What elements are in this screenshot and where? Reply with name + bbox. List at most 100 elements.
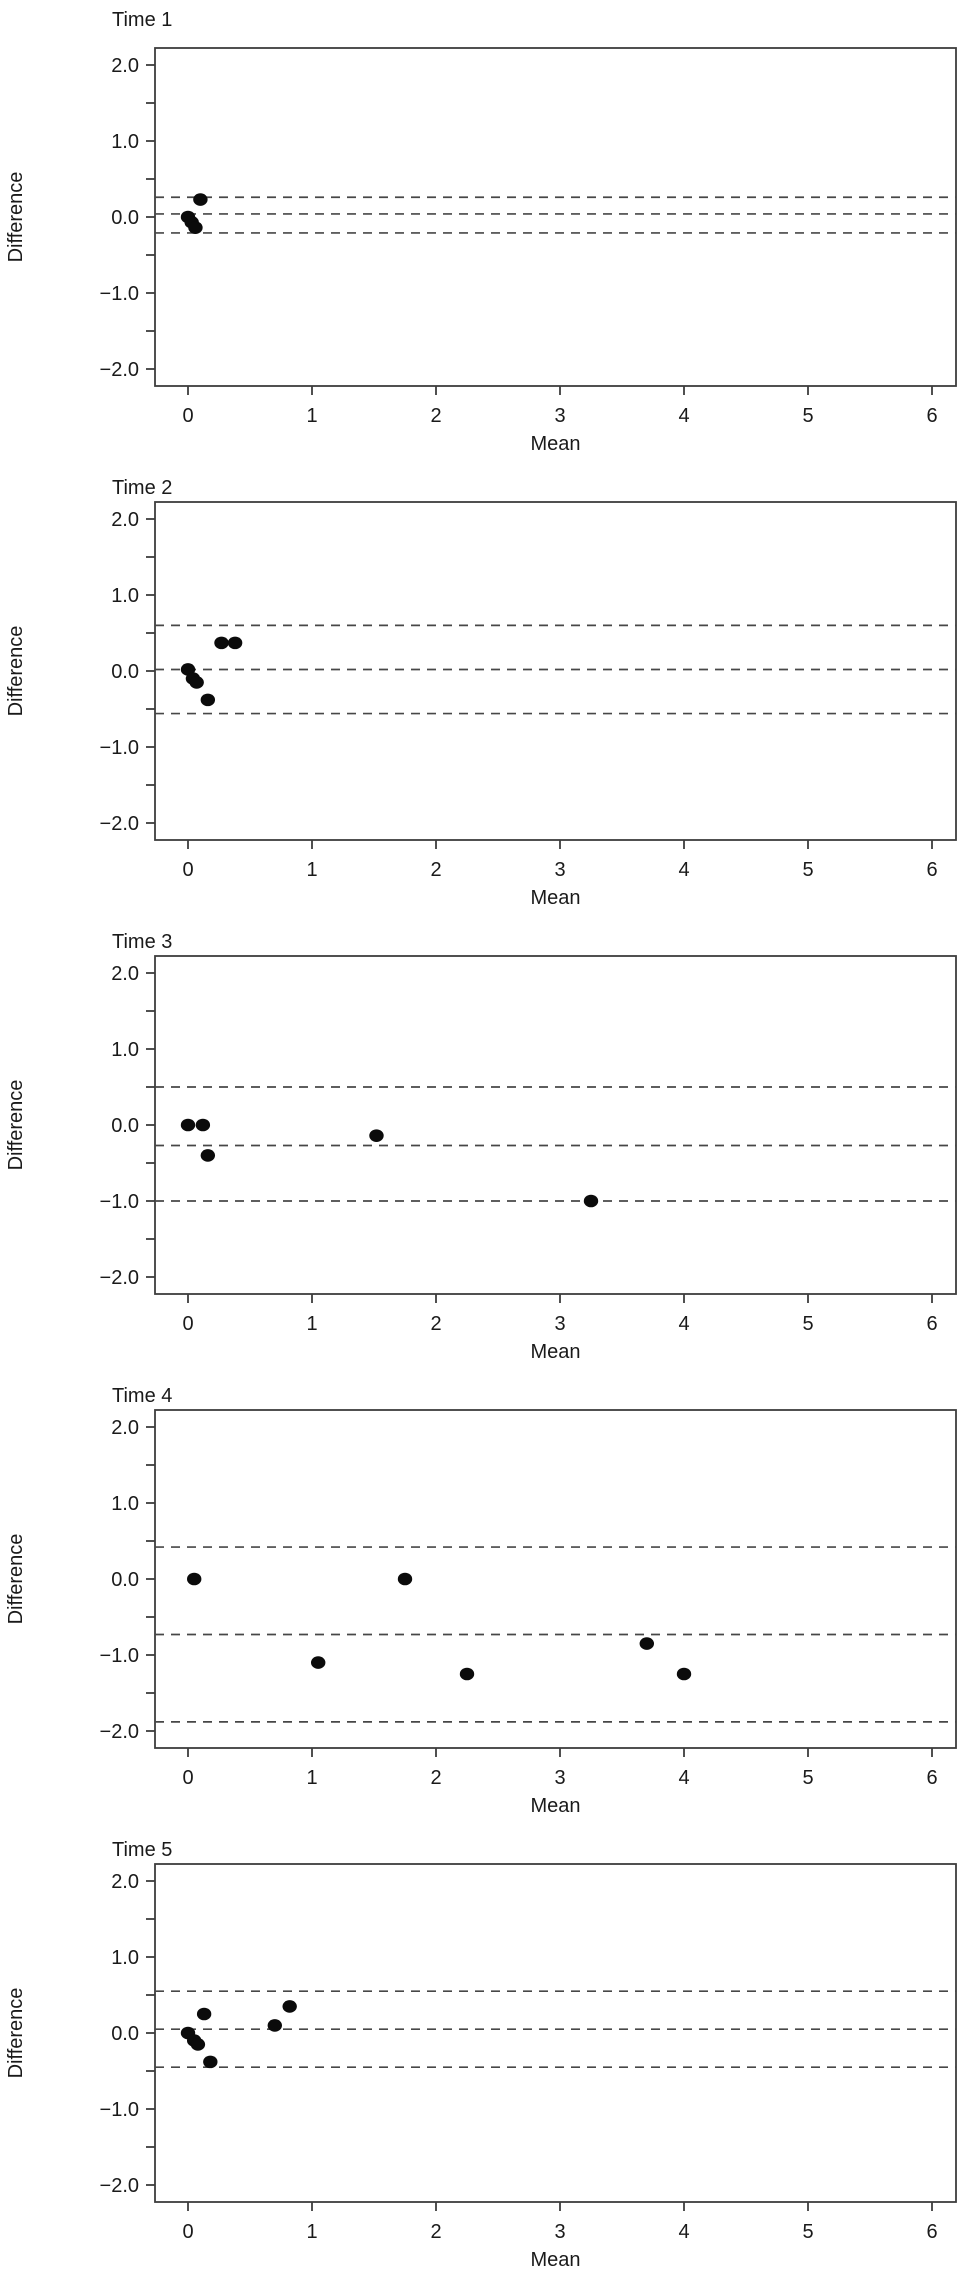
y-tick-label: 2.0 [111, 55, 139, 77]
x-tick-label: 5 [802, 405, 813, 427]
x-tick-label: 4 [678, 1767, 689, 1789]
panel-time-5: Time 5 0 1 2 3 4 5 6 2.0 1.0 0.0 −1.0 −2.0 Mean Diffe… [0, 1816, 967, 2270]
plot-box [154, 1409, 957, 1749]
x-tick-label: 2 [430, 405, 441, 427]
y-tick-label: −2.0 [100, 359, 139, 381]
y-tick-label: −1.0 [100, 1191, 139, 1213]
scatter-plot-time-5: Time 5 0 1 2 3 4 5 6 2.0 1.0 0.0 −1.0 −2.0 Mean Diffe… [5, 1839, 957, 2270]
y-tick-label: 1.0 [111, 131, 139, 153]
y-tick-label: 0.0 [111, 1569, 139, 1591]
data-point [180, 1118, 196, 1132]
data-point [676, 1667, 692, 1681]
y-tick-label: 1.0 [111, 1493, 139, 1515]
x-tick-label: 3 [554, 859, 565, 881]
x-tick-label: 2 [430, 1767, 441, 1789]
panel-time-3: Time 3 0 1 2 3 4 5 6 2.0 1.0 0.0 −1.0 −2.0 Mean Diffe… [0, 908, 967, 1362]
y-tick-label: −2.0 [100, 2175, 139, 2197]
data-point [397, 1572, 413, 1586]
panel-time-1: Time 1 0 1 2 3 4 5 6 2.0 1.0 0.0 −1.0 −2.0 Mean Diffe… [0, 0, 967, 454]
y-tick-label: 2.0 [111, 1417, 139, 1439]
y-tick-label: 0.0 [111, 207, 139, 229]
x-axis-title: Mean [530, 1795, 580, 1816]
x-tick-label: 0 [182, 1767, 193, 1789]
panel-title: Time 3 [112, 931, 172, 953]
data-point [190, 2038, 206, 2051]
y-axis-title: Difference [5, 1534, 27, 1625]
y-axis-title: Difference [5, 1080, 27, 1171]
x-tick-label: 6 [926, 1313, 937, 1335]
x-tick-label: 4 [678, 859, 689, 881]
data-point [583, 1194, 599, 1208]
y-tick-label: 1.0 [111, 1039, 139, 1061]
plot-box [154, 1863, 957, 2203]
scatter-plot-time-4: Time 4 0 1 2 3 4 5 6 2.0 1.0 0.0 −1.0 −2.0 Mean Diffe… [5, 1385, 957, 1816]
x-tick-label: 2 [430, 859, 441, 881]
data-point [200, 1149, 216, 1162]
y-tick-label: 2.0 [111, 963, 139, 985]
y-tick-label: 0.0 [111, 1115, 139, 1137]
x-tick-label: 4 [678, 2221, 689, 2243]
panel-title: Time 2 [112, 477, 172, 499]
x-tick-label: 3 [554, 405, 565, 427]
x-tick-label: 0 [182, 2221, 193, 2243]
panel-title: Time 5 [112, 1839, 172, 1861]
scatter-plot-time-3: Time 3 0 1 2 3 4 5 6 2.0 1.0 0.0 −1.0 −2.0 Mean Diffe… [5, 931, 957, 1362]
panel-title: Time 1 [112, 9, 172, 31]
x-axis-title: Mean [530, 2249, 580, 2270]
data-point [200, 693, 216, 707]
x-tick-label: 5 [802, 859, 813, 881]
data-point [214, 636, 229, 650]
y-tick-label: 0.0 [111, 661, 139, 683]
y-tick-label: −1.0 [100, 737, 139, 759]
x-tick-label: 6 [926, 859, 937, 881]
x-tick-label: 2 [430, 2221, 441, 2243]
data-point [227, 636, 243, 650]
data-point [369, 1129, 384, 1142]
data-point [195, 1118, 211, 1132]
y-tick-label: −2.0 [100, 813, 139, 835]
x-tick-label: 3 [554, 1767, 565, 1789]
data-point [639, 1637, 654, 1650]
x-tick-label: 0 [182, 859, 193, 881]
x-tick-label: 4 [678, 1313, 689, 1335]
data-point [187, 1572, 202, 1586]
x-tick-label: 6 [926, 405, 937, 427]
plot-box [154, 501, 957, 841]
x-tick-label: 5 [802, 1313, 813, 1335]
x-tick-label: 1 [306, 859, 317, 881]
x-tick-label: 5 [802, 2221, 813, 2243]
panel-title: Time 4 [112, 1385, 172, 1407]
y-tick-label: 2.0 [111, 509, 139, 531]
data-point [203, 2055, 218, 2069]
x-tick-label: 6 [926, 1767, 937, 1789]
x-axis-title: Mean [530, 887, 580, 908]
x-tick-label: 3 [554, 2221, 565, 2243]
data-point [196, 2007, 212, 2021]
x-tick-label: 2 [430, 1313, 441, 1335]
y-tick-label: −1.0 [100, 2099, 139, 2121]
y-tick-label: −2.0 [100, 1267, 139, 1289]
x-tick-label: 0 [182, 1313, 193, 1335]
x-tick-label: 3 [554, 1313, 565, 1335]
x-tick-label: 1 [306, 1767, 317, 1789]
y-axis-title: Difference [5, 1988, 27, 2079]
data-point [267, 2019, 282, 2032]
x-axis-title: Mean [530, 1341, 580, 1362]
plot-box [154, 47, 957, 387]
data-point [193, 193, 208, 206]
x-tick-label: 1 [306, 2221, 317, 2243]
y-axis-title: Difference [5, 626, 27, 717]
data-point [459, 1667, 475, 1681]
scatter-plot-time-1: Time 1 0 1 2 3 4 5 6 2.0 1.0 0.0 −1.0 −2.0 Mean Diffe… [5, 9, 957, 454]
scatter-plot-time-2: Time 2 0 1 2 3 4 5 6 2.0 1.0 0.0 −1.0 −2.0 Mean Diffe… [5, 477, 957, 908]
panel-time-4: Time 4 0 1 2 3 4 5 6 2.0 1.0 0.0 −1.0 −2.0 Mean Diffe… [0, 1362, 967, 1816]
y-axis-title: Difference [5, 172, 27, 263]
y-tick-label: 2.0 [111, 1871, 139, 1893]
y-tick-label: −1.0 [100, 283, 139, 305]
y-tick-label: −1.0 [100, 1645, 139, 1667]
y-tick-label: 1.0 [111, 585, 139, 607]
data-point [311, 1656, 326, 1669]
x-tick-label: 0 [182, 405, 193, 427]
x-tick-label: 6 [926, 2221, 937, 2243]
